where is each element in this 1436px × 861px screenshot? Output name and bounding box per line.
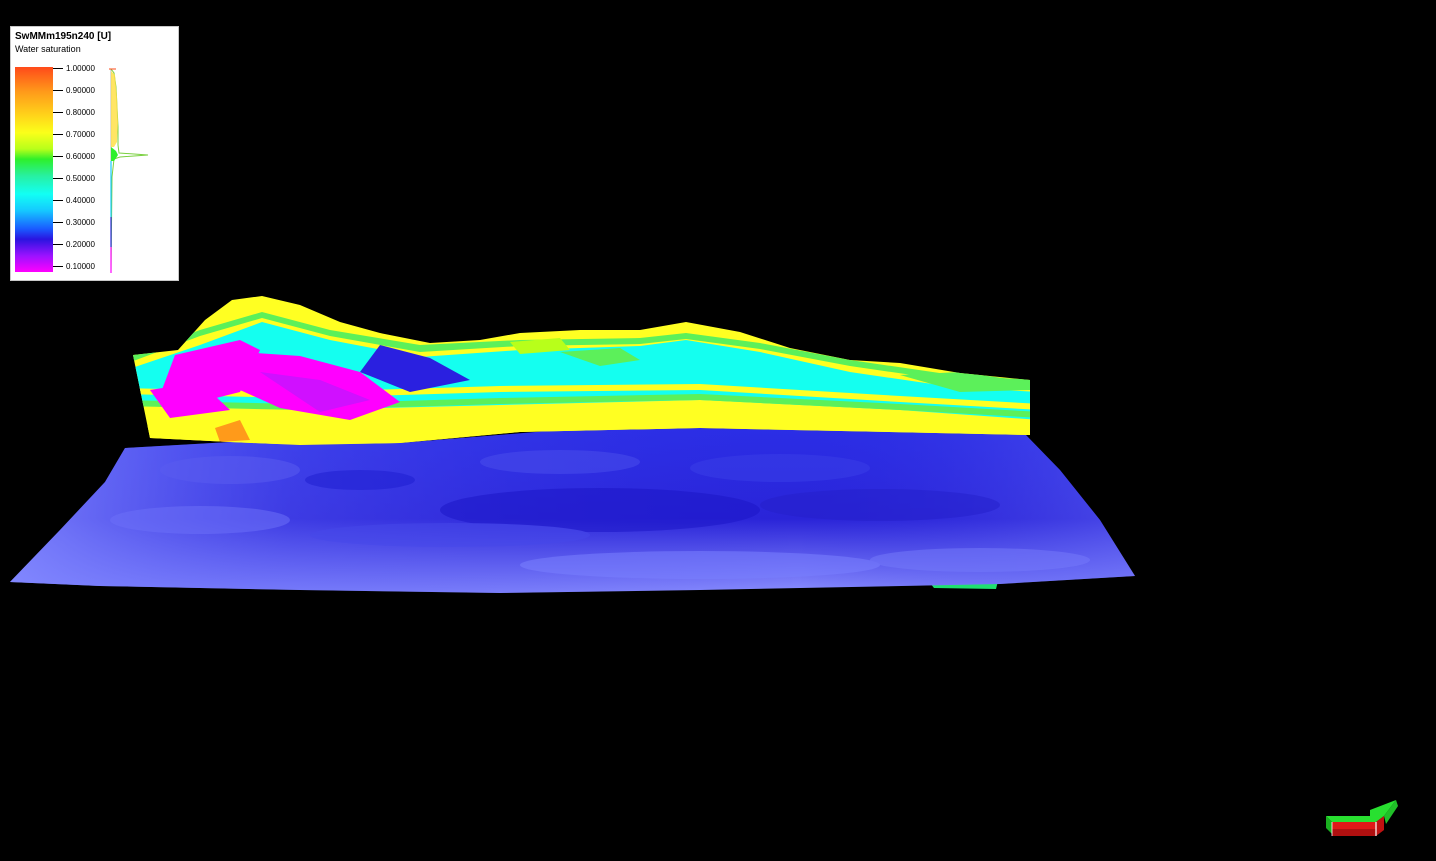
orientation-arrow-icon[interactable]	[1326, 800, 1398, 836]
legend-subtitle: Water saturation	[15, 44, 81, 54]
legend-tick-label: 0.10000	[66, 262, 95, 271]
legend-tick-label: 0.50000	[66, 174, 95, 183]
legend-tick	[53, 112, 63, 113]
cross-section	[133, 296, 1030, 445]
legend-tick-label: 1.00000	[66, 64, 95, 73]
color-legend[interactable]: SwMMm195n240 [U] Water saturation 1.0000…	[10, 26, 179, 281]
legend-tick-label: 0.60000	[66, 152, 95, 161]
legend-tick-label: 0.90000	[66, 86, 95, 95]
legend-tick-label: 0.20000	[66, 240, 95, 249]
legend-tick	[53, 134, 63, 135]
legend-tick	[53, 156, 63, 157]
surface-texture	[110, 450, 1090, 579]
legend-tick	[53, 178, 63, 179]
legend-tick	[53, 90, 63, 91]
legend-tick	[53, 266, 63, 267]
legend-tick-label: 0.80000	[66, 108, 95, 117]
legend-histogram	[109, 68, 149, 273]
legend-title: SwMMm195n240 [U]	[15, 31, 112, 42]
legend-tick-label: 0.30000	[66, 218, 95, 227]
legend-tick	[53, 244, 63, 245]
legend-tick-label: 0.70000	[66, 130, 95, 139]
legend-color-bar	[15, 67, 53, 272]
legend-tick	[53, 68, 63, 69]
legend-tick	[53, 200, 63, 201]
legend-tick	[53, 222, 63, 223]
legend-tick-label: 0.40000	[66, 196, 95, 205]
